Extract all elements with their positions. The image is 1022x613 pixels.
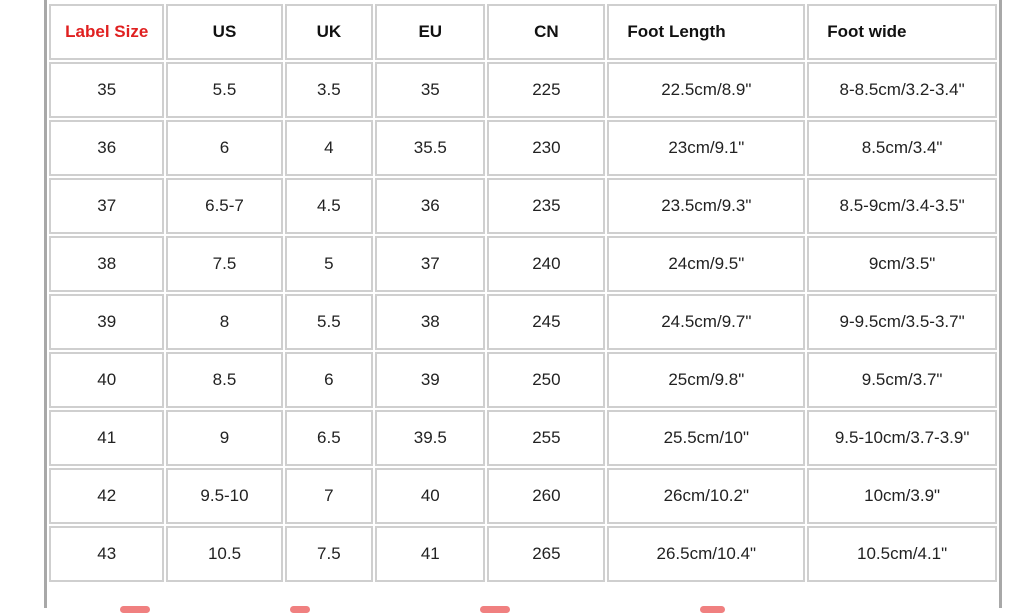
cell-uk: 4 [284,120,374,176]
cell-foot-length: 23.5cm/9.3" [607,178,806,234]
table-row: 40 8.5 6 39 250 25cm/9.8" 9.5cm/3.7" [49,352,997,408]
cell-label-size: 41 [49,410,165,466]
cell-foot-wide: 10cm/3.9" [807,468,997,524]
size-table: Label Size US UK EU CN Foot Length Foot … [47,2,999,584]
cell-eu: 37 [375,236,486,292]
cell-cn: 250 [487,352,606,408]
cell-eu: 36 [375,178,486,234]
cell-label-size: 43 [49,526,165,582]
cell-foot-wide: 9-9.5cm/3.5-3.7" [807,294,997,350]
cell-foot-length: 25cm/9.8" [607,352,806,408]
size-chart: Label Size US UK EU CN Foot Length Foot … [44,0,1002,608]
cell-foot-length: 26cm/10.2" [607,468,806,524]
cell-us: 6 [166,120,283,176]
cell-cn: 230 [487,120,606,176]
cell-foot-length: 24cm/9.5" [607,236,806,292]
cell-us: 5.5 [166,62,283,118]
cell-uk: 6 [284,352,374,408]
cell-label-size: 37 [49,178,165,234]
cell-cn: 240 [487,236,606,292]
cell-foot-length: 24.5cm/9.7" [607,294,806,350]
table-row: 35 5.5 3.5 35 225 22.5cm/8.9" 8-8.5cm/3.2-3.4" [49,62,997,118]
cell-label-size: 35 [49,62,165,118]
cell-eu: 38 [375,294,486,350]
cut-off-text [290,606,310,613]
cell-uk: 3.5 [284,62,374,118]
cell-foot-wide: 9cm/3.5" [807,236,997,292]
cell-foot-length: 22.5cm/8.9" [607,62,806,118]
table-row: 36 6 4 35.5 230 23cm/9.1" 8.5cm/3.4" [49,120,997,176]
cell-eu: 39.5 [375,410,486,466]
cell-uk: 5.5 [284,294,374,350]
header-foot-length: Foot Length [607,4,806,60]
cell-eu: 35 [375,62,486,118]
cell-foot-wide: 8.5cm/3.4" [807,120,997,176]
header-foot-wide: Foot wide [807,4,997,60]
cell-label-size: 40 [49,352,165,408]
cell-cn: 235 [487,178,606,234]
header-label-size: Label Size [49,4,165,60]
cell-label-size: 42 [49,468,165,524]
cell-cn: 255 [487,410,606,466]
cell-us: 10.5 [166,526,283,582]
cell-us: 9.5-10 [166,468,283,524]
cut-off-text [480,606,510,613]
table-row: 41 9 6.5 39.5 255 25.5cm/10" 9.5-10cm/3.7-3.9" [49,410,997,466]
cell-cn: 260 [487,468,606,524]
cell-label-size: 36 [49,120,165,176]
cell-us: 6.5-7 [166,178,283,234]
cut-off-text [700,606,725,613]
table-row: 37 6.5-7 4.5 36 235 23.5cm/9.3" 8.5-9cm/3.4-3.… [49,178,997,234]
cell-foot-length: 25.5cm/10" [607,410,806,466]
table-row: 43 10.5 7.5 41 265 26.5cm/10.4" 10.5cm/4.1" [49,526,997,582]
cut-off-text [120,606,150,613]
table-row: 38 7.5 5 37 240 24cm/9.5" 9cm/3.5" [49,236,997,292]
cell-cn: 265 [487,526,606,582]
cell-cn: 245 [487,294,606,350]
cell-foot-wide: 9.5-10cm/3.7-3.9" [807,410,997,466]
cell-label-size: 38 [49,236,165,292]
cell-label-size: 39 [49,294,165,350]
cell-foot-wide: 8.5-9cm/3.4-3.5" [807,178,997,234]
cell-us: 8.5 [166,352,283,408]
cell-uk: 7 [284,468,374,524]
header-row: Label Size US UK EU CN Foot Length Foot … [49,4,997,60]
header-us: US [166,4,283,60]
cell-cn: 225 [487,62,606,118]
cell-us: 8 [166,294,283,350]
cell-foot-wide: 10.5cm/4.1" [807,526,997,582]
cell-uk: 4.5 [284,178,374,234]
cell-uk: 7.5 [284,526,374,582]
cell-foot-length: 23cm/9.1" [607,120,806,176]
cell-eu: 41 [375,526,486,582]
cell-uk: 5 [284,236,374,292]
cell-eu: 39 [375,352,486,408]
cell-us: 7.5 [166,236,283,292]
header-cn: CN [487,4,606,60]
cell-foot-wide: 8-8.5cm/3.2-3.4" [807,62,997,118]
table-row: 42 9.5-10 7 40 260 26cm/10.2" 10cm/3.9" [49,468,997,524]
cell-eu: 40 [375,468,486,524]
cell-uk: 6.5 [284,410,374,466]
header-uk: UK [284,4,374,60]
cell-foot-wide: 9.5cm/3.7" [807,352,997,408]
cell-eu: 35.5 [375,120,486,176]
header-eu: EU [375,4,486,60]
cell-us: 9 [166,410,283,466]
table-row: 39 8 5.5 38 245 24.5cm/9.7" 9-9.5cm/3.5-3.7" [49,294,997,350]
cell-foot-length: 26.5cm/10.4" [607,526,806,582]
